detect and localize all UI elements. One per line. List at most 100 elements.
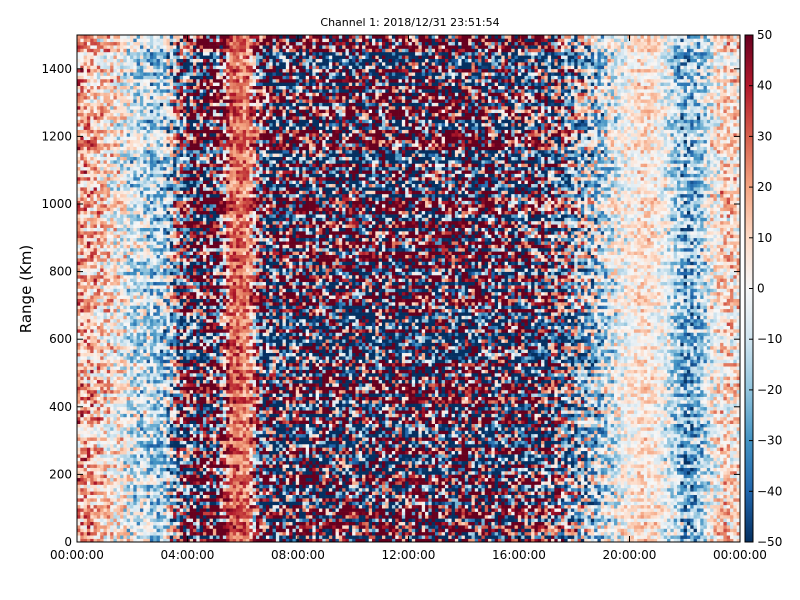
heatmap-cell (110, 288, 114, 293)
heatmap-cell (80, 440, 84, 445)
heatmap-cell (146, 197, 151, 201)
heatmap-cell (106, 45, 111, 49)
heatmap-cell (146, 521, 151, 526)
heatmap-cell (166, 298, 171, 303)
heatmap-cell (96, 237, 101, 242)
heatmap-cell (159, 494, 164, 499)
heatmap-cell (130, 220, 134, 225)
heatmap-cell (183, 247, 187, 252)
heatmap-cell (149, 251, 154, 255)
heatmap-cell (179, 366, 184, 370)
heatmap-cell (136, 511, 141, 516)
heatmap-cell (106, 477, 111, 482)
heatmap-cell (103, 430, 108, 435)
heatmap-cell (86, 396, 91, 401)
heatmap-cell (123, 254, 128, 259)
heatmap-cell (176, 261, 181, 266)
heatmap-cell (156, 318, 161, 323)
heatmap-cell (80, 430, 84, 435)
heatmap-cell (113, 129, 118, 134)
heatmap-cell (186, 474, 190, 479)
heatmap-cell (146, 471, 151, 475)
heatmap-cell (116, 41, 121, 46)
heatmap-cell (113, 102, 118, 107)
heatmap-cell (173, 487, 177, 492)
heatmap-cell (120, 339, 124, 343)
heatmap-cell (183, 295, 187, 299)
heatmap-cell (139, 393, 144, 397)
heatmap-cell (159, 447, 164, 452)
heatmap-cell (96, 406, 101, 411)
heatmap-cell (123, 129, 128, 134)
heatmap-cell (116, 234, 121, 239)
heatmap-cell (136, 180, 141, 185)
heatmap-cell (83, 210, 88, 215)
heatmap-cell (143, 105, 147, 110)
heatmap-cell (103, 369, 108, 374)
heatmap-cell (153, 274, 157, 279)
heatmap-cell (146, 247, 151, 252)
heatmap-cell (130, 193, 134, 198)
heatmap-cell (90, 403, 94, 408)
heatmap-cell (96, 440, 101, 445)
heatmap-cell (146, 271, 151, 276)
heatmap-cell (100, 261, 104, 266)
heatmap-cell (146, 508, 151, 512)
heatmap-cell (80, 187, 84, 191)
heatmap-cell (110, 474, 114, 479)
heatmap-cell (139, 271, 144, 276)
heatmap-cell (77, 471, 81, 475)
heatmap-cell (110, 166, 114, 171)
heatmap-cell (93, 197, 98, 201)
heatmap-cell (96, 427, 101, 431)
heatmap-cell (183, 413, 187, 418)
heatmap-cell (130, 362, 134, 367)
heatmap-cell (116, 460, 121, 465)
heatmap-cell (113, 400, 118, 404)
heatmap-cell (113, 332, 118, 337)
heatmap-cell (146, 379, 151, 384)
heatmap-cell (143, 68, 147, 73)
heatmap-cell (110, 450, 114, 455)
heatmap-cell (159, 298, 164, 303)
heatmap-cell (186, 508, 190, 512)
heatmap-cell (156, 356, 161, 360)
heatmap-cell (86, 78, 91, 83)
heatmap-cell (86, 180, 91, 185)
heatmap-cell (113, 143, 118, 147)
heatmap-cell (100, 450, 104, 455)
heatmap-cell (86, 166, 91, 171)
heatmap-cell (93, 531, 98, 536)
heatmap-cell (103, 345, 108, 350)
heatmap-cell (80, 413, 84, 418)
heatmap-cell (126, 217, 131, 222)
heatmap-cell (90, 386, 94, 391)
heatmap-cell (120, 349, 124, 354)
heatmap-cell (96, 193, 101, 198)
heatmap-cell (133, 163, 137, 168)
heatmap-cell (156, 332, 161, 337)
heatmap-cell (120, 332, 124, 337)
heatmap-cell (126, 498, 131, 502)
heatmap-cell (96, 281, 101, 286)
heatmap-cell (116, 389, 121, 394)
heatmap-cell (169, 65, 174, 70)
heatmap-cell (173, 467, 177, 472)
heatmap-cell (149, 356, 154, 360)
heatmap-cell (93, 379, 98, 384)
heatmap-cell (149, 62, 154, 66)
heatmap-cell (90, 437, 94, 441)
heatmap-cell (103, 396, 108, 401)
heatmap-cell (123, 75, 128, 80)
heatmap-cell (123, 437, 128, 441)
heatmap-cell (93, 484, 98, 489)
heatmap-cell (80, 504, 84, 509)
heatmap-cell (86, 281, 91, 286)
heatmap-cell (113, 393, 118, 397)
heatmap-cell (123, 302, 128, 306)
heatmap-cell (83, 261, 88, 266)
heatmap-cell (156, 501, 161, 506)
heatmap-cell (100, 531, 104, 536)
heatmap-cell (113, 146, 118, 151)
heatmap-cell (166, 535, 171, 539)
